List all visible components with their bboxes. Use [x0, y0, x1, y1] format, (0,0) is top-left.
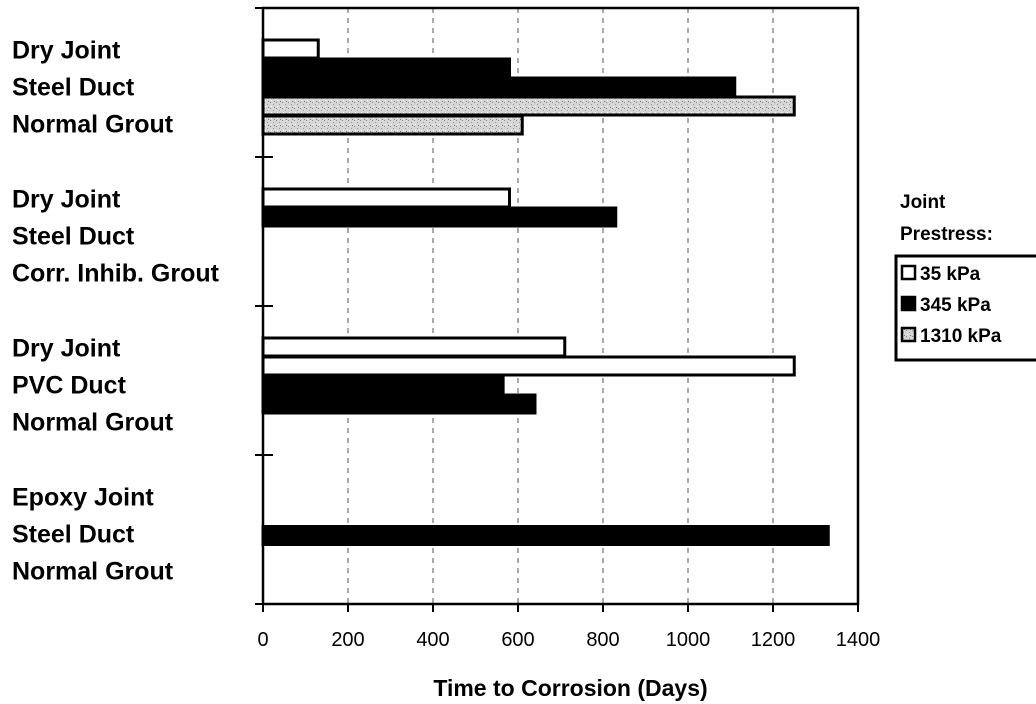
x-tick-label: 0: [257, 629, 268, 651]
x-axis-title: Time to Corrosion (Days): [433, 675, 707, 701]
category-label: Dry Joint: [12, 186, 121, 214]
bar: [261, 206, 618, 228]
legend-label: 1310 kPa: [920, 326, 1002, 347]
category-label: Corr. Inhib. Grout: [12, 260, 220, 288]
x-tick-label: 1400: [836, 629, 881, 651]
legend-box: [894, 254, 1036, 362]
legend-title: Joint: [900, 192, 946, 213]
bar: [261, 393, 537, 415]
bar: [261, 76, 737, 98]
bar: [261, 57, 511, 79]
category-label: Dry Joint: [12, 335, 121, 363]
category-label: Steel Duct: [12, 521, 135, 549]
category-label: Steel Duct: [12, 223, 135, 251]
bar: [261, 336, 567, 358]
bar: [261, 374, 505, 396]
legend-swatch: [900, 326, 917, 343]
category-label: Normal Grout: [12, 558, 174, 586]
bar: [261, 114, 524, 136]
bar: [261, 355, 796, 377]
category-label: Epoxy Joint: [12, 484, 154, 512]
bar: [261, 525, 830, 546]
x-tick-label: 600: [501, 629, 534, 651]
bar: [261, 95, 796, 117]
x-tick-label: 200: [331, 629, 364, 651]
x-tick-label: 800: [586, 629, 619, 651]
legend-label: 35 kPa: [920, 264, 981, 285]
legend: Joint Prestress: 35 kPa 345 kPa 1310 kPa: [894, 192, 1036, 362]
legend-label: 345 kPa: [920, 295, 991, 316]
axes: [255, 6, 860, 612]
category-label: PVC Duct: [12, 372, 127, 400]
category-labels: Dry Joint Steel Duct Normal Grout Dry Joint…: [12, 37, 220, 586]
category-label: Normal Grout: [12, 409, 174, 437]
legend-swatch: [900, 295, 917, 312]
x-tick-label: 1200: [751, 629, 796, 651]
legend-title: Prestress:: [900, 224, 993, 245]
x-tick-label: 400: [416, 629, 449, 651]
plot-frame: [261, 6, 860, 606]
bar: [261, 187, 511, 209]
category-label: Normal Grout: [12, 111, 174, 139]
x-tick-labels: 0 200 400 600 800 1000 1200 1400: [257, 629, 880, 651]
category-label: Dry Joint: [12, 37, 121, 65]
legend-swatch: [900, 264, 917, 281]
bar: [261, 38, 320, 60]
category-label: Steel Duct: [12, 74, 135, 102]
x-tick-label: 1000: [666, 629, 711, 651]
